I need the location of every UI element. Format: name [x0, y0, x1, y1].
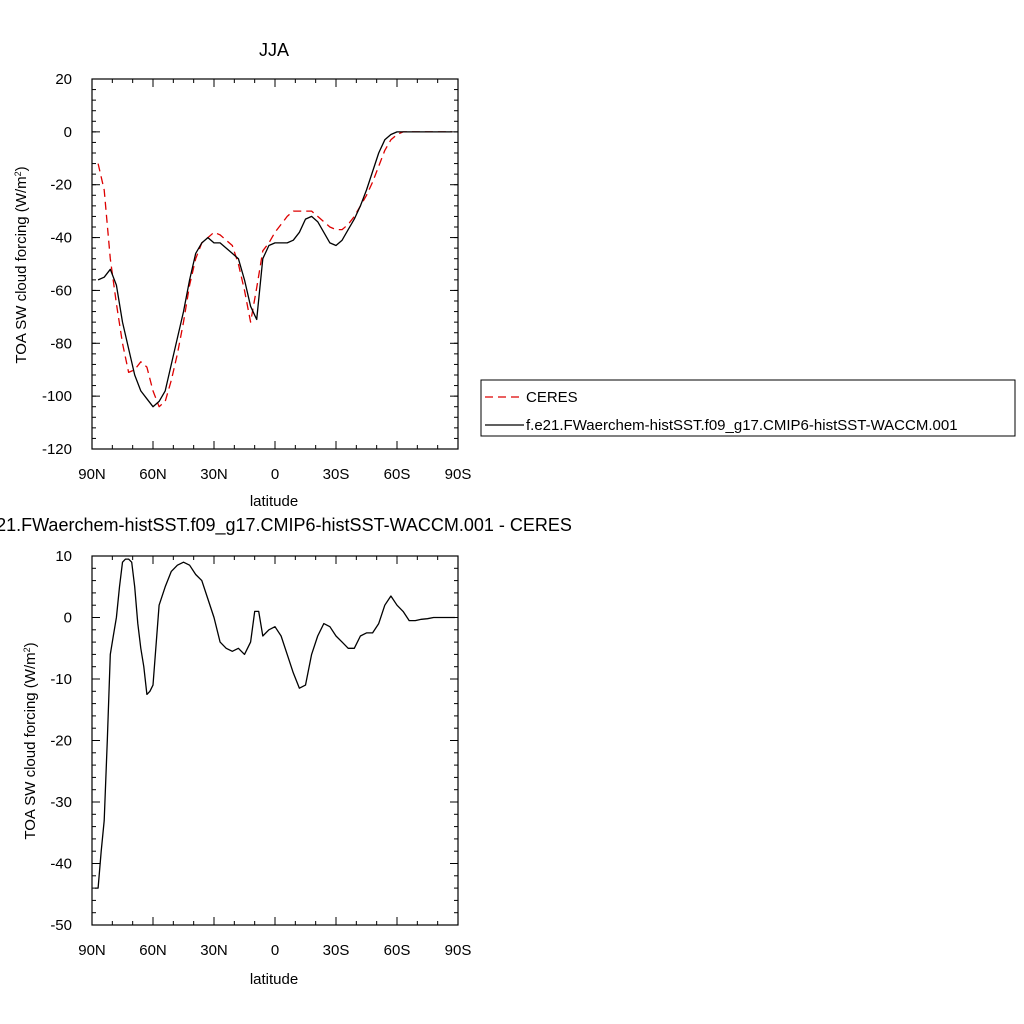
y-tick-label: -100: [42, 388, 72, 405]
y-axis-label-jja: TOA SW cloud forcing (W/m2): [13, 166, 30, 363]
y-axis-label-difference: TOA SW cloud forcing (W/m2): [22, 642, 39, 839]
y-tick-label: -40: [50, 230, 72, 247]
chart-title-difference: f.e21.FWaerchem-histSST.f09_g17.CMIP6-hi…: [0, 515, 572, 536]
legend-label-ceres: CERES: [526, 389, 578, 406]
legend-label-model: f.e21.FWaerchem-histSST.f09_g17.CMIP6-hi…: [526, 417, 958, 434]
y-tick-label: -20: [50, 177, 72, 194]
legend: CERES f.e21.FWaerchem-histSST.f09_g17.CM…: [480, 379, 1016, 437]
x-tick-label: 90N: [78, 942, 106, 959]
y-tick-label: 10: [55, 548, 72, 565]
legend-box: [480, 379, 1016, 437]
x-tick-label: 90S: [445, 942, 472, 959]
x-tick-label: 30S: [323, 466, 350, 483]
x-tick-label: 60N: [139, 466, 167, 483]
x-tick-label: 60S: [384, 466, 411, 483]
plot-area-jja: 90N 60N 30N 0 30S 60S 90S -120 -100 -80 -60 -40 -20 0…: [42, 71, 471, 483]
y-tick-label: -30: [50, 794, 72, 811]
x-tick-label: 30N: [200, 942, 228, 959]
y-tick-label: 0: [64, 610, 72, 627]
series-line-f-e21-fwaerchem-histsst-: [97, 131, 452, 408]
y-tick-label: 0: [64, 124, 72, 141]
y-tick-label: -40: [50, 856, 72, 873]
x-tick-label: 90N: [78, 466, 106, 483]
x-axis-label-jja: latitude: [250, 493, 298, 510]
y-tick-label: -80: [50, 335, 72, 352]
y-tick-label: -10: [50, 671, 72, 688]
x-tick-label: 90S: [445, 466, 472, 483]
x-axis-label-difference: latitude: [250, 971, 298, 988]
x-tick-label: 30N: [200, 466, 228, 483]
plot-area-difference: 90N 60N 30N 0 30S 60S 90S -50 -40 -30 -20 -10 0 10: [50, 548, 471, 959]
plot-frame: [91, 78, 459, 450]
x-tick-label: 0: [271, 466, 279, 483]
y-tick-label: -120: [42, 441, 72, 458]
chart-title-jja: JJA: [259, 40, 289, 60]
y-tick-label: 20: [55, 71, 72, 88]
y-tick-label: -50: [50, 917, 72, 934]
x-tick-label: 0: [271, 942, 279, 959]
series-line-ceres: [97, 131, 452, 408]
panel-jja: 90N 60N 30N 0 30S 60S 90S -120 -100 -80 -60 -40 -20 0…: [13, 40, 471, 510]
panel-difference: 90N 60N 30N 0 30S 60S 90S -50 -40 -30 -20 -10 0 10 f.…: [0, 515, 572, 988]
y-tick-label: -20: [50, 733, 72, 750]
series-line-difference: [95, 558, 455, 889]
x-tick-label: 30S: [323, 942, 350, 959]
x-tick-label: 60S: [384, 942, 411, 959]
x-tick-label: 60N: [139, 942, 167, 959]
y-tick-label: -60: [50, 282, 72, 299]
